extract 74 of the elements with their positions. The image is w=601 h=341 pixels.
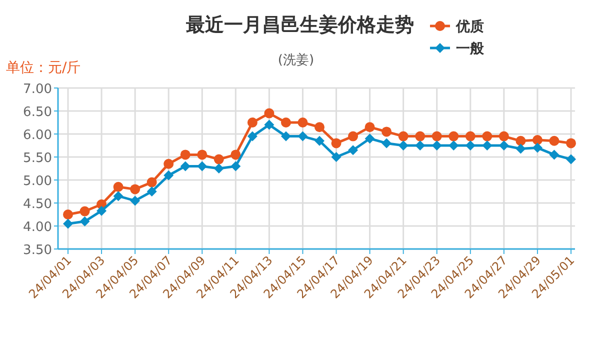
point [432, 140, 442, 150]
point [264, 108, 274, 118]
point [247, 118, 258, 128]
point [80, 216, 90, 226]
y-tick-label: 4.50 [23, 197, 52, 212]
y-tick-label: 6.50 [23, 105, 52, 120]
point [566, 138, 576, 148]
point [465, 140, 476, 150]
point [197, 150, 208, 160]
point [498, 131, 509, 142]
y-tick-label: 3.50 [23, 243, 52, 258]
point [348, 145, 358, 156]
point [331, 138, 342, 148]
point [382, 126, 392, 137]
chart-subtitle: (洗姜) [278, 52, 314, 68]
point [465, 131, 476, 142]
point [130, 184, 140, 194]
point [448, 131, 459, 142]
point [549, 150, 560, 160]
point [280, 118, 291, 128]
point [280, 131, 291, 142]
point [415, 131, 426, 142]
y-tick-label: 5.00 [23, 174, 52, 189]
point [382, 138, 392, 148]
point [230, 150, 241, 160]
point [364, 122, 375, 132]
point [96, 206, 107, 216]
point [549, 136, 560, 146]
point [532, 134, 542, 145]
point [298, 118, 308, 128]
point [516, 136, 526, 146]
point [63, 210, 73, 220]
point [348, 131, 358, 142]
point [247, 131, 258, 142]
point [448, 140, 459, 150]
point [63, 218, 73, 229]
point [364, 134, 375, 144]
point [146, 186, 157, 196]
point [482, 131, 492, 142]
point [298, 131, 308, 142]
point [180, 150, 190, 160]
legend-label: 一般 [456, 41, 485, 57]
y-tick-label: 6.00 [23, 128, 52, 143]
point [566, 154, 576, 164]
point [532, 142, 542, 153]
point [130, 196, 140, 206]
point [331, 152, 342, 162]
point [164, 170, 174, 180]
point [314, 136, 324, 146]
y-tick-label: 4.00 [23, 220, 52, 235]
point [516, 144, 526, 154]
point [482, 140, 492, 150]
point [398, 140, 408, 150]
point [113, 191, 124, 202]
point [415, 140, 426, 150]
y-tick-label: 5.50 [23, 151, 52, 166]
text: 单位：元/斤 [6, 60, 81, 76]
legend-label: 优质 [455, 18, 484, 35]
point [432, 131, 442, 142]
point [498, 140, 509, 150]
point [146, 177, 157, 188]
point [214, 164, 224, 174]
point [230, 161, 241, 172]
y-tick-label: 7.00 [23, 82, 52, 97]
point [164, 158, 174, 169]
chart-title: 最近一月昌邑生姜价格走势 [185, 14, 414, 36]
point [314, 122, 324, 132]
point [214, 154, 224, 164]
point [197, 161, 208, 172]
point [264, 120, 274, 130]
point [113, 182, 124, 192]
point [80, 206, 90, 216]
point [398, 131, 408, 142]
point [180, 161, 190, 172]
